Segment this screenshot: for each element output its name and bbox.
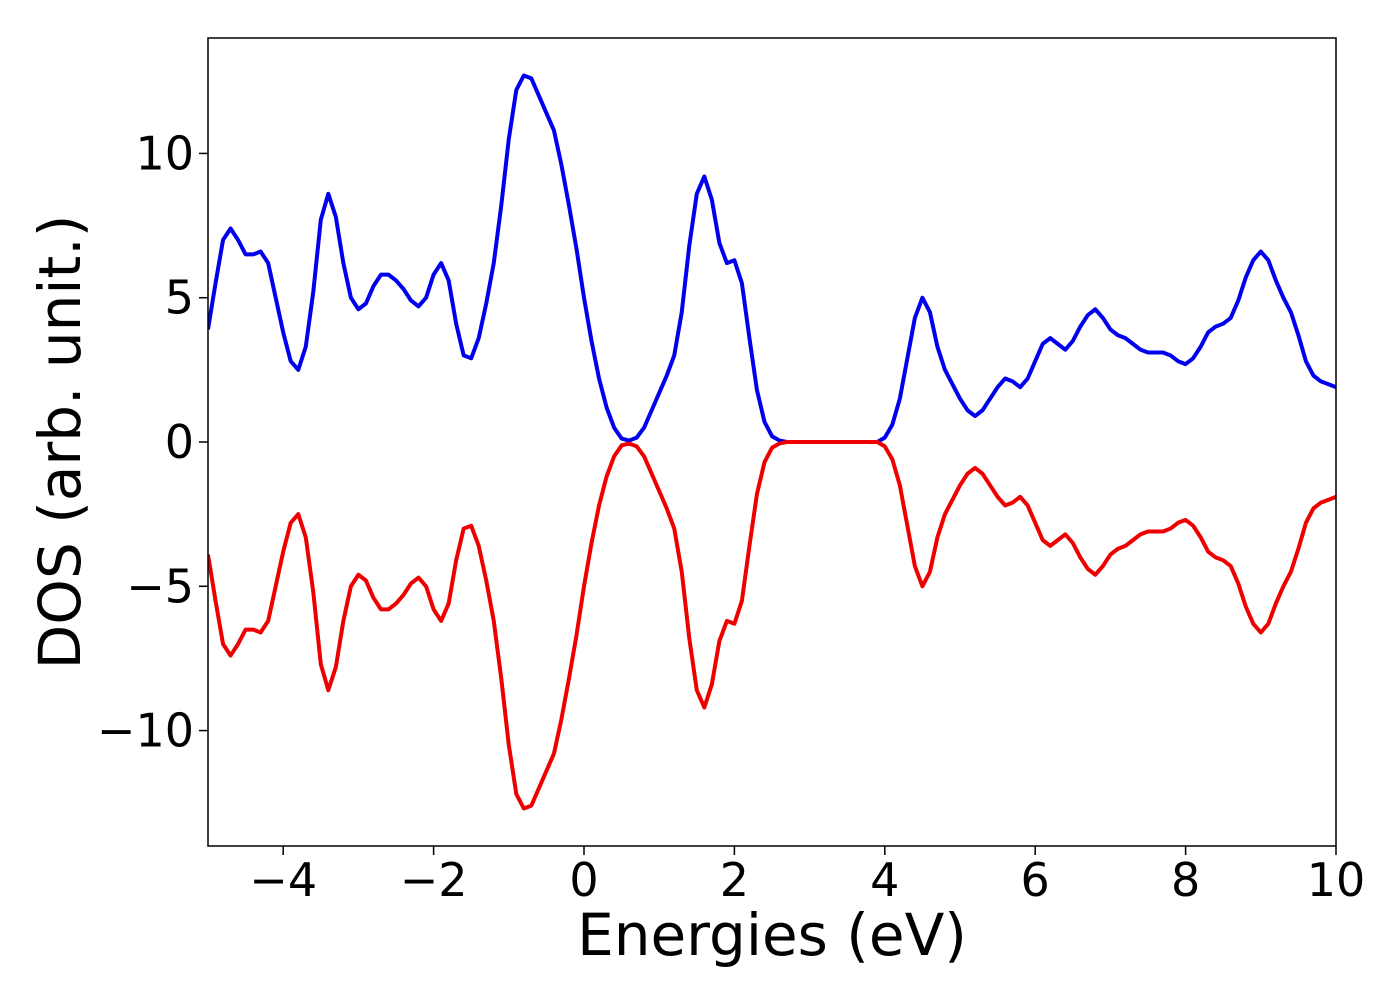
y-tick-label: −10 [97, 704, 194, 758]
y-tick-label: 10 [135, 126, 194, 180]
x-tick-label: 8 [1171, 853, 1200, 907]
x-tick-label: 10 [1307, 853, 1366, 907]
x-axis-label: Energies (eV) [577, 901, 967, 969]
x-tick-label: 6 [1021, 853, 1050, 907]
y-axis-label: DOS (arb. unit.) [26, 215, 94, 670]
x-tick-label: −4 [249, 853, 317, 907]
y-tick-label: 0 [165, 415, 194, 469]
x-tick-label: −2 [400, 853, 468, 907]
x-tick-label: 2 [720, 853, 749, 907]
y-tick-label: 5 [165, 271, 194, 325]
x-tick-label: 0 [569, 853, 598, 907]
plot-frame [207, 37, 1337, 847]
y-tick-label: −5 [126, 559, 194, 613]
x-tick-label: 4 [870, 853, 899, 907]
line-series [208, 440, 1336, 811]
line-series [208, 73, 1336, 444]
